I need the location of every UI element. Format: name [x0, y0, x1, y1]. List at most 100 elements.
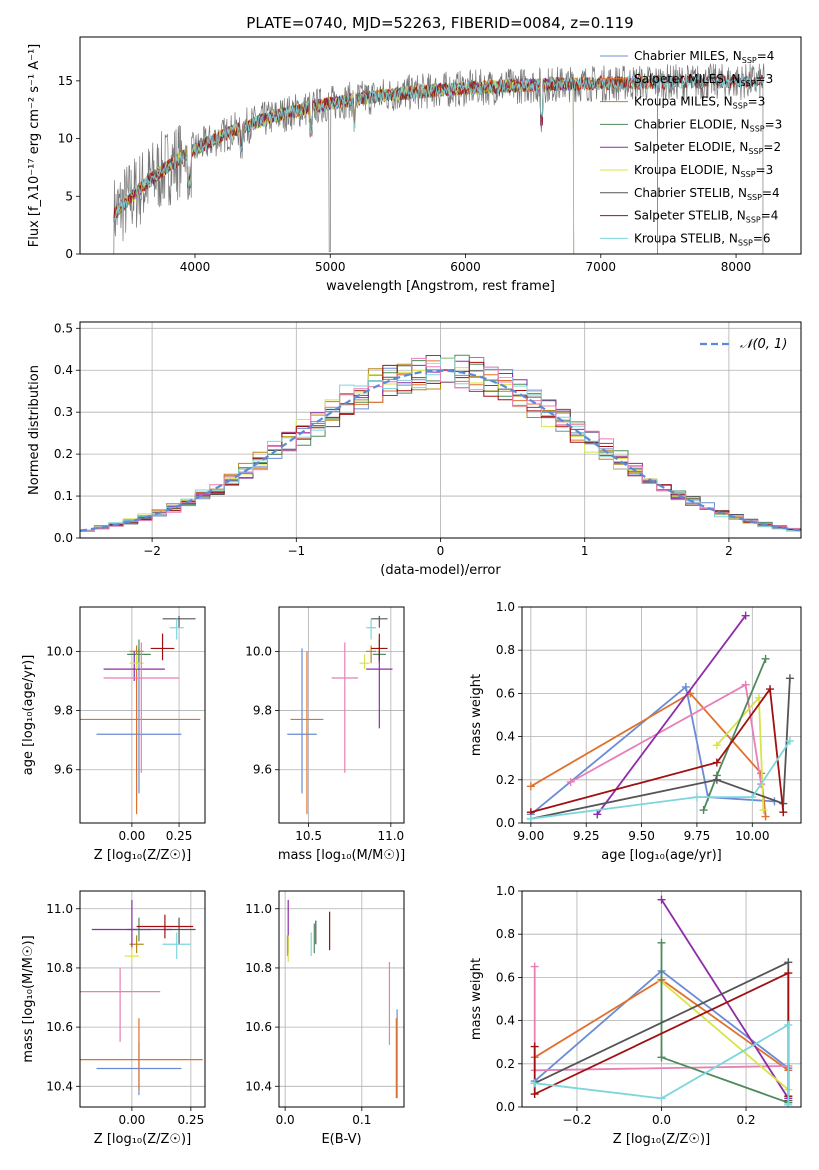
axes-frame — [278, 606, 405, 824]
legend-label-value: =3 — [756, 163, 774, 177]
y-tick-label: 0.6 — [496, 970, 515, 984]
y-axis-label: age [log₁₀(age/yr)] — [21, 655, 36, 776]
weight-series-line — [660, 942, 789, 1104]
weight-series-line — [530, 686, 785, 814]
y-tick-label: 9.8 — [253, 704, 272, 718]
weight-series-line — [534, 1023, 790, 1105]
y-axis-label: Normed distribution — [27, 365, 42, 495]
y-tick-label: 10.0 — [46, 644, 73, 658]
legend-label-text: Chabrier ELODIE, N — [634, 117, 750, 131]
y-tick-label: 0.4 — [496, 1014, 515, 1028]
y-axis-label: mass weight — [469, 958, 484, 1040]
legend-label-value: =2 — [763, 140, 781, 154]
spectrum-panel: 4000 5000 6000 7000 8000 0 5 10 15 wavelength [An… — [27, 14, 802, 294]
x-tick-label: 9.50 — [628, 829, 655, 843]
age_vs_Z-points — [80, 615, 201, 815]
weight-marker — [741, 680, 750, 689]
weight-series-line — [596, 615, 747, 815]
y-tick-label: 0.0 — [496, 816, 515, 830]
legend-label-text: Salpeter MILES, N — [634, 72, 741, 86]
x-tick-label: 9.25 — [573, 829, 600, 843]
weight-marker — [712, 775, 721, 784]
x-tick-label: −0.2 — [562, 1113, 591, 1127]
x-axis-label: wavelength [Angstrom, rest frame] — [326, 279, 555, 294]
age_vs_mass-points — [287, 615, 393, 815]
age_vs_Z-panel: 0.00 0.25 9.6 9.8 10.0 Z [log₁₀(Z/Z☉)] age [lo… — [21, 606, 206, 863]
model-spectrum-line — [113, 74, 658, 254]
y-tick-label: 0.0 — [54, 531, 73, 545]
weight-series-line — [530, 685, 775, 816]
y-tick-label: 5 — [65, 189, 73, 203]
y-tick-label: 0.8 — [496, 927, 515, 941]
weight-marker — [761, 812, 770, 821]
y-tick-label: 11.0 — [46, 902, 73, 916]
weight-marker — [712, 741, 721, 750]
x-tick-label: 0.00 — [119, 829, 146, 843]
legend-label-sub: SSP — [746, 216, 761, 225]
y-tick-label: 0.2 — [54, 447, 73, 461]
x-tick-label: 0.25 — [166, 829, 193, 843]
weight-marker — [784, 1100, 793, 1107]
y-tick-label: 0.1 — [54, 489, 73, 503]
x-tick-label: 0.0 — [652, 1113, 671, 1127]
axes-frame — [79, 321, 802, 539]
mass_vs_EBV-points — [286, 899, 398, 1099]
legend-label-sub: SSP — [742, 56, 757, 65]
weight-marker — [530, 962, 539, 971]
y-tick-label: 10.4 — [46, 1079, 73, 1093]
weight-marker — [657, 1053, 666, 1062]
x-tick-label: 2 — [725, 544, 733, 558]
weight-marker — [657, 1094, 666, 1103]
y-tick-label: 10.0 — [245, 644, 272, 658]
model-spectrum-line — [113, 74, 764, 254]
legend-label: Chabrier MILES, NSSP=4 — [634, 49, 774, 65]
x-tick-label: 0.0 — [276, 1113, 295, 1127]
weight-series-line — [702, 658, 767, 811]
legend-label-text: Salpeter ELODIE, N — [634, 140, 748, 154]
legend-label: Kroupa ELODIE, NSSP=3 — [634, 163, 773, 179]
residual-histogram — [80, 357, 801, 532]
weight-marker — [530, 1090, 539, 1099]
residual-panel: −2 −1 0 1 2 0.0 0.1 0.2 0.3 0.4 0.5 (data-model)/er… — [27, 321, 802, 578]
y-tick-label: 0.2 — [496, 1057, 515, 1071]
y-axis-label: Flux [f_λ10⁻¹⁷ erg cm⁻² s⁻¹ A⁻¹] — [27, 44, 42, 248]
y-tick-label: 0.2 — [496, 773, 515, 787]
x-tick-label: 9.75 — [684, 829, 711, 843]
x-axis-label: Z [log₁₀(Z/Z☉)] — [94, 1132, 191, 1147]
x-tick-label: 5000 — [315, 260, 346, 274]
y-tick-label: 10.8 — [245, 961, 272, 975]
y-tick-label: 0.5 — [54, 321, 73, 335]
axes-frame — [521, 890, 802, 1108]
y-tick-label: 0.4 — [496, 730, 515, 744]
legend-label-text: Chabrier MILES, N — [634, 49, 742, 63]
axes-frame — [521, 606, 802, 824]
weight-marker — [692, 793, 701, 802]
legend-label-text: Kroupa STELIB, N — [634, 231, 738, 245]
y-tick-label: 10.4 — [245, 1079, 272, 1093]
x-tick-label: 0.2 — [736, 1113, 755, 1127]
gaussian-curve — [80, 369, 801, 532]
histograms — [80, 354, 801, 532]
legend-label-sub: SSP — [738, 238, 753, 247]
weight-marker — [759, 806, 768, 815]
mass_vs_Z-points — [80, 899, 203, 1096]
weight-marker — [748, 793, 757, 802]
legend-label-text: Salpeter STELIB, N — [634, 209, 746, 223]
axes-frame — [79, 36, 802, 255]
weight-marker — [657, 938, 666, 947]
legend-label: Salpeter ELODIE, NSSP=2 — [634, 140, 781, 156]
weight-marker — [593, 810, 602, 819]
x-tick-label: 10.00 — [735, 829, 769, 843]
x-tick-label: 7000 — [586, 260, 617, 274]
legend-label-sub: SSP — [741, 79, 756, 88]
weight_vs_Z-panel: −0.2 0.0 0.2 0.0 0.2 0.4 0.6 0.8 1.0 Z [log₁₀(Z/Z… — [469, 884, 802, 1147]
legend-label-sub: SSP — [750, 124, 765, 133]
legend-label-value: =3 — [756, 72, 774, 86]
y-tick-label: 0 — [65, 247, 73, 261]
y-tick-label: 0.8 — [496, 643, 515, 657]
x-tick-label: 1 — [581, 544, 589, 558]
x-tick-label: 6000 — [450, 260, 481, 274]
axes-frame — [79, 890, 206, 1108]
weight-series-line — [660, 981, 789, 1091]
legend-label-value: =6 — [753, 231, 771, 245]
